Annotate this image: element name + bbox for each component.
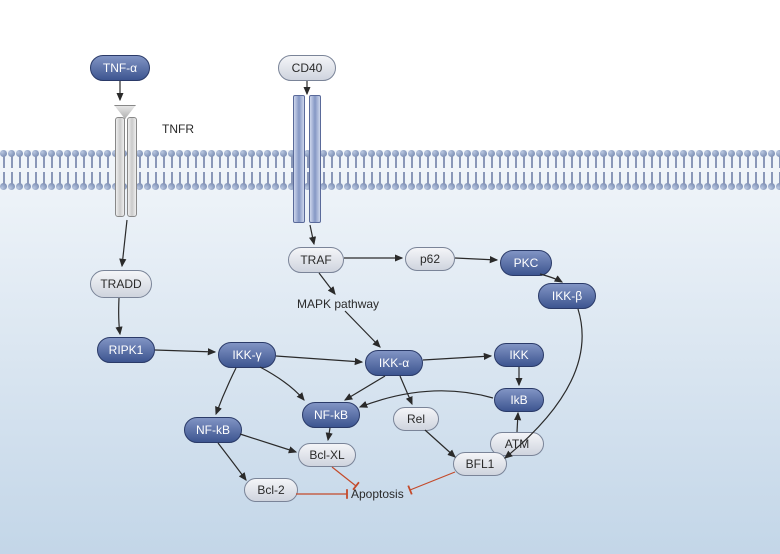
node-nfkb1: NF-kB [184,417,242,443]
node-rel: Rel [393,407,439,431]
tnfr-receptor [110,105,142,220]
node-pkc: PKC [500,250,552,276]
node-bcl2: Bcl-2 [244,478,298,502]
node-ikka: IKK-α [365,350,423,376]
node-ikk: IKK [494,343,544,367]
node-tnfa: TNF-α [90,55,150,81]
node-p62: p62 [405,247,455,271]
node-nfkb2: NF-kB [302,402,360,428]
cd40-receptor [293,95,323,225]
node-bfl1: BFL1 [453,452,507,476]
tnfr-label: TNFR [162,122,194,136]
node-ikb: IkB [494,388,544,412]
node-traf: TRAF [288,247,344,273]
node-cd40: CD40 [278,55,336,81]
node-tradd: TRADD [90,270,152,298]
node-ikkg: IKK-γ [218,342,276,368]
node-ikkb: IKK-β [538,283,596,309]
node-bclxl: Bcl-XL [298,443,356,467]
apoptosis-label: Apoptosis [351,487,404,501]
node-ripk1: RIPK1 [97,337,155,363]
mapk-label: MAPK pathway [297,297,379,311]
